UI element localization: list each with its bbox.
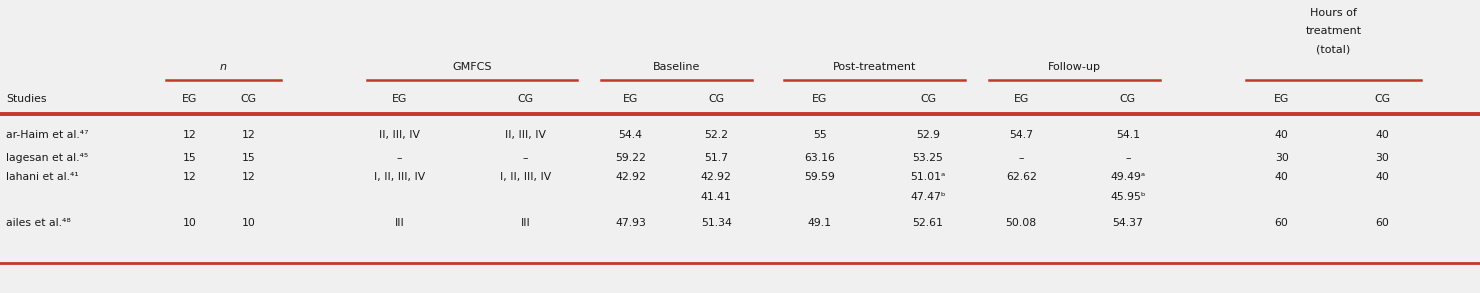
Text: 54.37: 54.37: [1113, 218, 1143, 228]
Text: 54.4: 54.4: [619, 130, 642, 140]
Text: EG: EG: [623, 94, 638, 104]
Text: 63.16: 63.16: [805, 153, 835, 163]
Text: III: III: [521, 218, 530, 228]
Text: 40: 40: [1274, 172, 1289, 182]
Text: EG: EG: [392, 94, 407, 104]
Text: Baseline: Baseline: [653, 62, 700, 72]
Text: CG: CG: [709, 94, 724, 104]
Text: 12: 12: [241, 130, 256, 140]
Text: n: n: [221, 62, 226, 72]
Text: 54.7: 54.7: [1009, 130, 1033, 140]
Text: EG: EG: [1274, 94, 1289, 104]
Text: 10: 10: [182, 218, 197, 228]
Text: EG: EG: [1014, 94, 1029, 104]
Text: 12: 12: [182, 130, 197, 140]
Text: 10: 10: [241, 218, 256, 228]
Text: 12: 12: [241, 172, 256, 182]
Text: 59.22: 59.22: [616, 153, 645, 163]
Text: 59.59: 59.59: [805, 172, 835, 182]
Text: 15: 15: [182, 153, 197, 163]
Text: II, III, IV: II, III, IV: [505, 130, 546, 140]
Text: treatment: treatment: [1305, 26, 1362, 36]
Text: 40: 40: [1375, 130, 1390, 140]
Text: 40: 40: [1274, 130, 1289, 140]
Text: 50.08: 50.08: [1005, 218, 1037, 228]
Text: Follow-up: Follow-up: [1048, 62, 1101, 72]
Text: 47.47ᵇ: 47.47ᵇ: [910, 192, 946, 202]
Text: 47.93: 47.93: [616, 218, 645, 228]
Text: EG: EG: [182, 94, 197, 104]
Text: GMFCS: GMFCS: [453, 62, 491, 72]
Text: 41.41: 41.41: [702, 192, 731, 202]
Text: 52.9: 52.9: [916, 130, 940, 140]
Text: CG: CG: [518, 94, 533, 104]
Text: 42.92: 42.92: [702, 172, 731, 182]
Text: –: –: [1125, 153, 1131, 163]
Text: 49.1: 49.1: [808, 218, 832, 228]
Text: lahani et al.⁴¹: lahani et al.⁴¹: [6, 172, 78, 182]
Text: 60: 60: [1375, 218, 1390, 228]
Text: Post-treatment: Post-treatment: [833, 62, 916, 72]
Text: CG: CG: [921, 94, 935, 104]
Text: ailes et al.⁴⁸: ailes et al.⁴⁸: [6, 218, 71, 228]
Text: Studies: Studies: [6, 94, 46, 104]
Text: 15: 15: [241, 153, 256, 163]
Text: III: III: [395, 218, 404, 228]
Text: 42.92: 42.92: [616, 172, 645, 182]
Text: 45.95ᵇ: 45.95ᵇ: [1110, 192, 1146, 202]
Text: lagesan et al.⁴⁵: lagesan et al.⁴⁵: [6, 153, 87, 163]
Text: II, III, IV: II, III, IV: [379, 130, 420, 140]
Text: CG: CG: [1120, 94, 1135, 104]
Text: 52.61: 52.61: [913, 218, 943, 228]
Text: 12: 12: [182, 172, 197, 182]
Text: 51.34: 51.34: [702, 218, 731, 228]
Text: 51.01ᵃ: 51.01ᵃ: [910, 172, 946, 182]
Text: 30: 30: [1375, 153, 1390, 163]
Text: 49.49ᵃ: 49.49ᵃ: [1110, 172, 1146, 182]
Text: 51.7: 51.7: [704, 153, 728, 163]
Text: 30: 30: [1274, 153, 1289, 163]
Text: CG: CG: [1375, 94, 1390, 104]
Text: 40: 40: [1375, 172, 1390, 182]
Text: 54.1: 54.1: [1116, 130, 1140, 140]
Text: –: –: [397, 153, 403, 163]
Text: I, II, III, IV: I, II, III, IV: [500, 172, 551, 182]
Text: Hours of: Hours of: [1310, 8, 1357, 18]
Text: 62.62: 62.62: [1006, 172, 1036, 182]
Text: 53.25: 53.25: [913, 153, 943, 163]
Text: EG: EG: [813, 94, 827, 104]
Text: –: –: [1018, 153, 1024, 163]
Text: 52.2: 52.2: [704, 130, 728, 140]
Text: 55: 55: [813, 130, 827, 140]
Text: (total): (total): [1316, 44, 1351, 54]
Text: I, II, III, IV: I, II, III, IV: [374, 172, 425, 182]
Text: ar-Haim et al.⁴⁷: ar-Haim et al.⁴⁷: [6, 130, 89, 140]
Text: –: –: [522, 153, 528, 163]
Text: CG: CG: [241, 94, 256, 104]
Text: 60: 60: [1274, 218, 1289, 228]
